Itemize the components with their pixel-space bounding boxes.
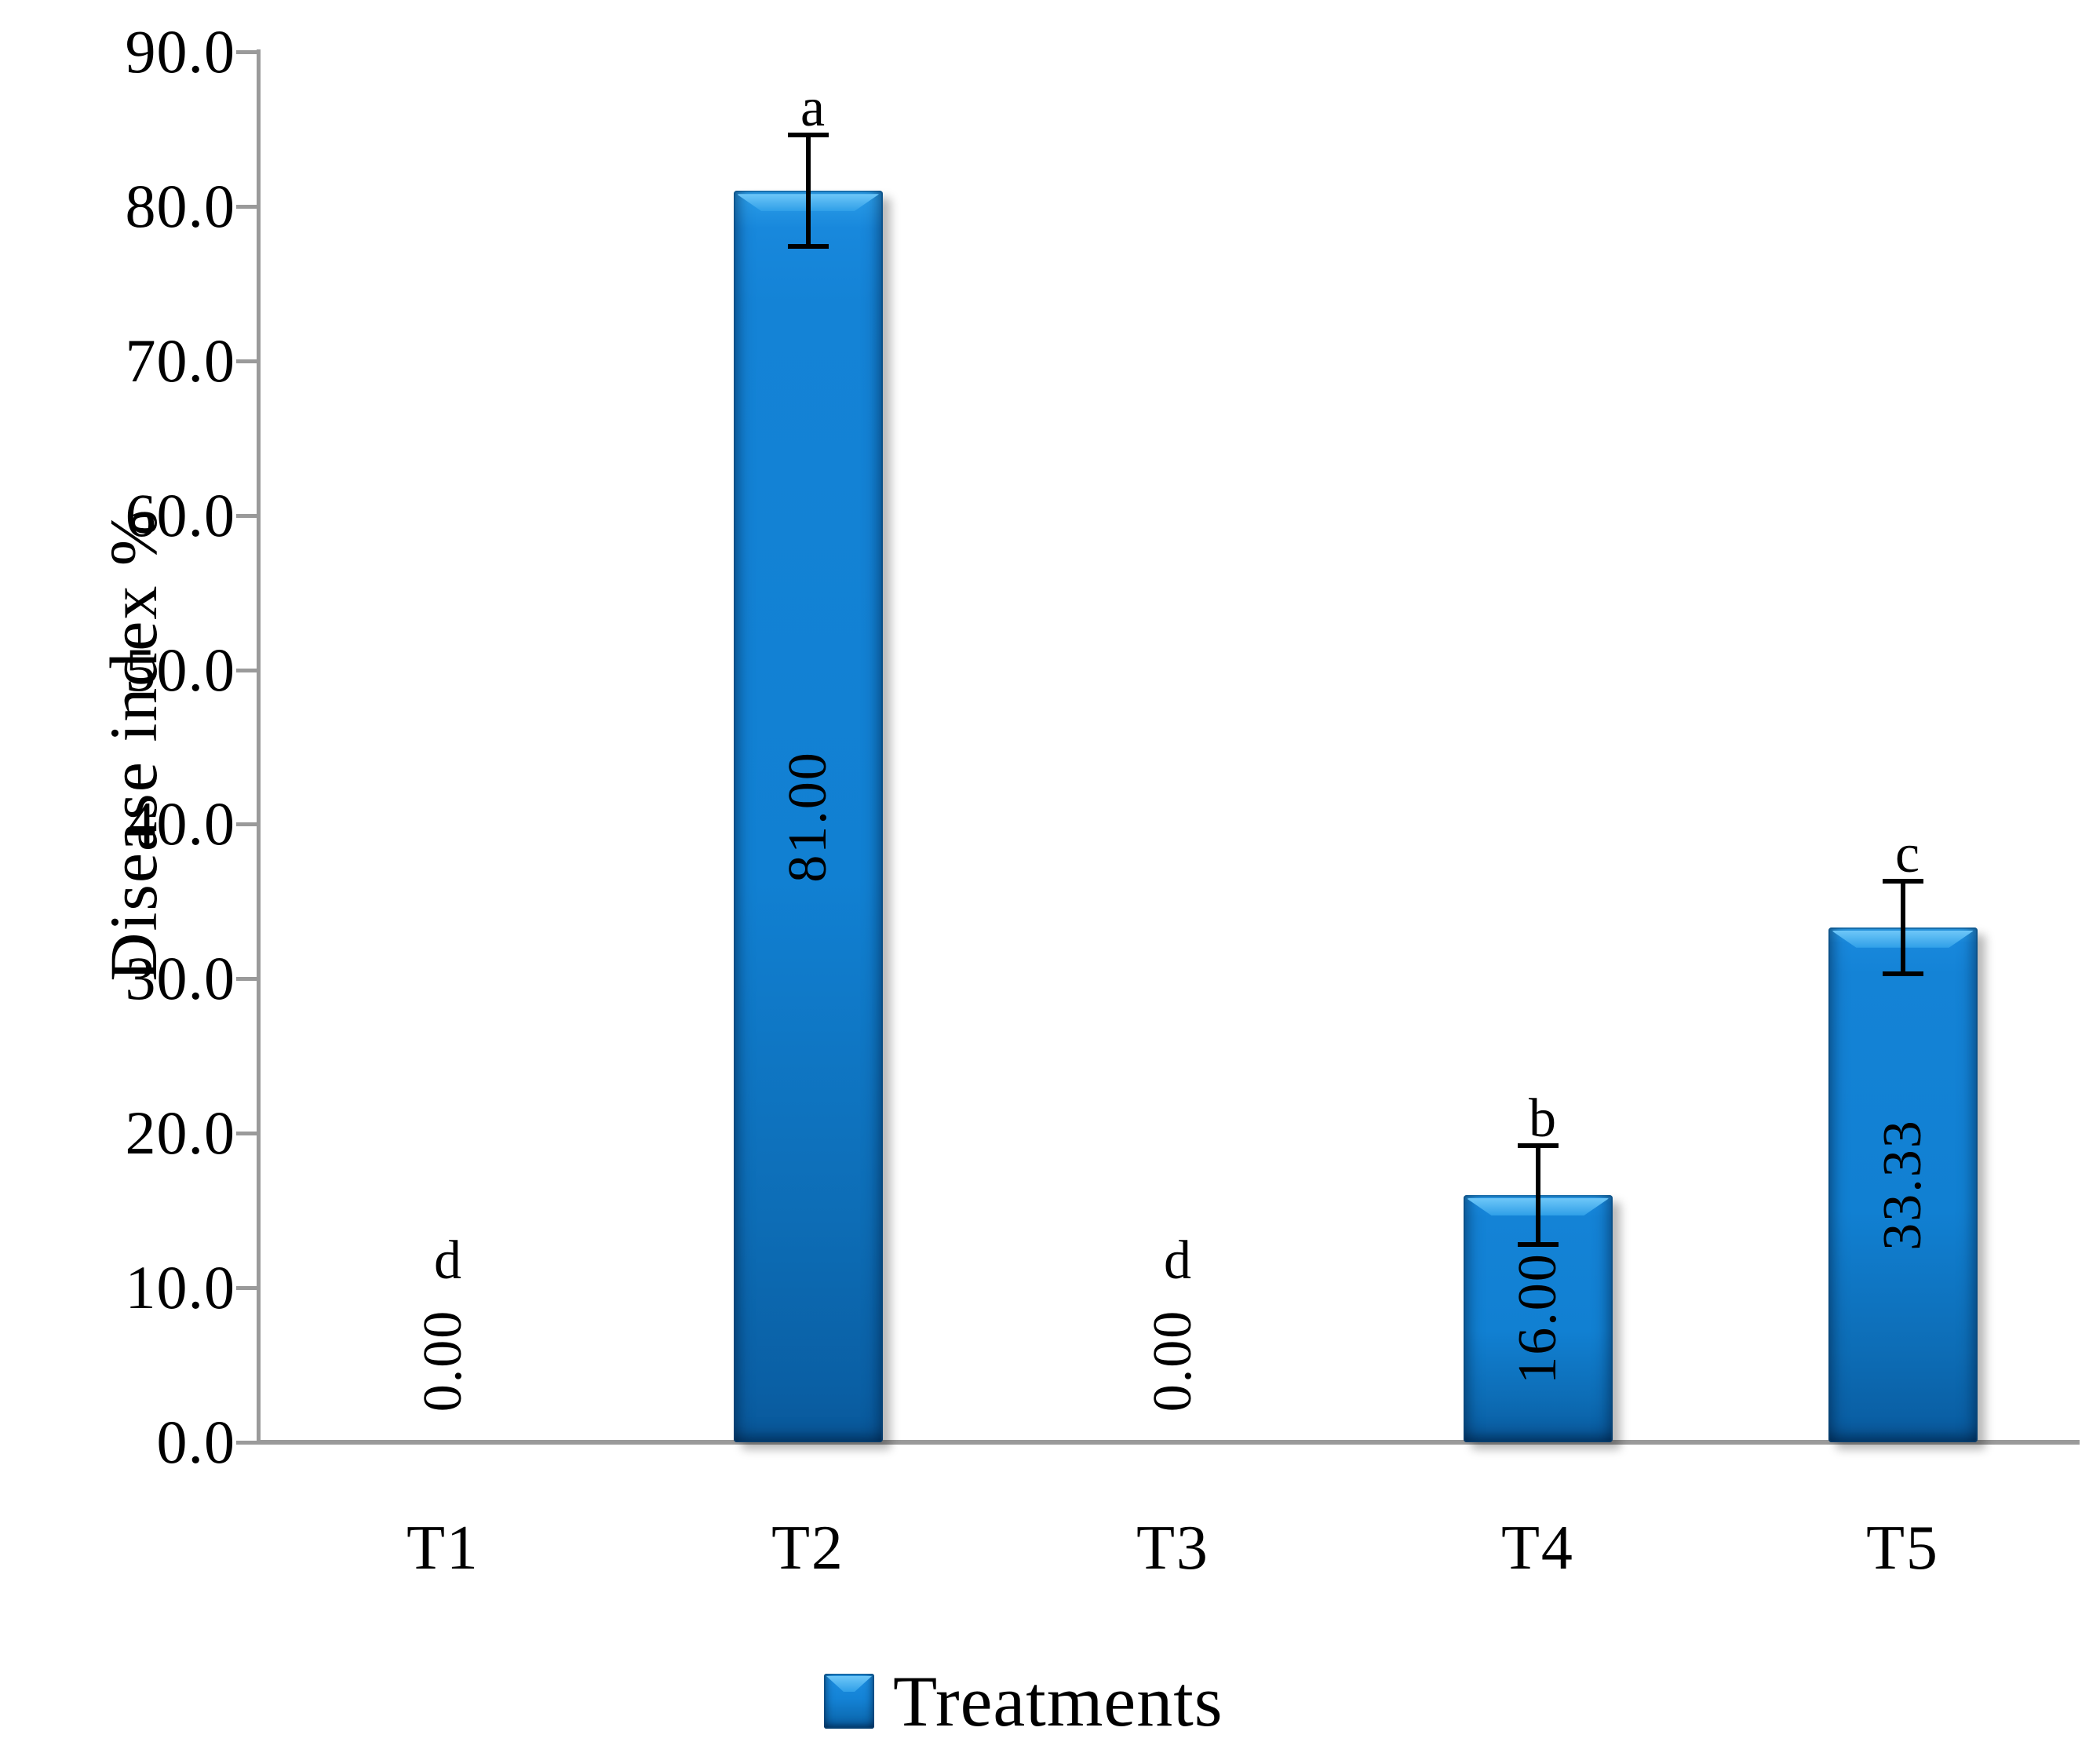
value-label: 16.00 bbox=[1507, 1252, 1568, 1385]
y-tick bbox=[236, 1286, 257, 1291]
y-tick-label: 0.0 bbox=[156, 1408, 235, 1476]
legend-label: Treatments bbox=[893, 1661, 1223, 1741]
y-tick bbox=[236, 1132, 257, 1136]
y-tick-label: 10.0 bbox=[125, 1253, 235, 1322]
error-bar-cap-bottom bbox=[1882, 971, 1923, 976]
legend-swatch-icon bbox=[824, 1674, 874, 1729]
y-tick-label: 30.0 bbox=[125, 944, 235, 1013]
significance-letter: a bbox=[800, 78, 826, 139]
significance-letter: b bbox=[1529, 1088, 1556, 1149]
y-tick bbox=[236, 977, 257, 982]
error-bar-cap-top bbox=[787, 133, 829, 138]
y-tick-label: 60.0 bbox=[125, 480, 235, 549]
value-label: 0.00 bbox=[412, 1309, 473, 1412]
error-bar-whisker bbox=[1900, 880, 1905, 974]
category-label: T3 bbox=[1136, 1514, 1209, 1583]
error-bar-cap-top bbox=[1882, 878, 1923, 884]
value-label: 81.00 bbox=[777, 750, 838, 883]
bar bbox=[733, 191, 883, 1442]
legend: Treatments bbox=[824, 1665, 1223, 1737]
bar bbox=[1828, 927, 1978, 1442]
y-tick bbox=[236, 204, 257, 209]
x-axis-line bbox=[257, 1440, 2080, 1445]
error-bar-whisker bbox=[805, 135, 811, 247]
y-tick-label: 80.0 bbox=[125, 171, 235, 240]
significance-letter: c bbox=[1894, 823, 1920, 884]
y-axis-title: Disease index % bbox=[96, 508, 171, 982]
significance-letter: d bbox=[1164, 1230, 1191, 1291]
y-tick bbox=[236, 513, 257, 518]
y-tick-label: 70.0 bbox=[125, 326, 235, 395]
y-tick bbox=[236, 822, 257, 827]
error-bar-whisker bbox=[1535, 1145, 1540, 1245]
y-tick bbox=[236, 1441, 257, 1445]
y-tick bbox=[236, 359, 257, 363]
y-tick bbox=[236, 668, 257, 672]
y-axis-line bbox=[257, 49, 261, 1445]
significance-letter: d bbox=[434, 1230, 461, 1291]
category-label: T2 bbox=[771, 1514, 844, 1583]
y-tick-label: 50.0 bbox=[125, 635, 235, 704]
error-bar-cap-bottom bbox=[787, 244, 829, 250]
category-label: T5 bbox=[1866, 1514, 1939, 1583]
y-tick-label: 40.0 bbox=[125, 789, 235, 858]
y-tick-label: 90.0 bbox=[125, 17, 235, 86]
category-label: T4 bbox=[1501, 1514, 1574, 1583]
category-label: T1 bbox=[407, 1514, 479, 1583]
error-bar-cap-bottom bbox=[1517, 1241, 1559, 1247]
value-label: 33.33 bbox=[1872, 1119, 1933, 1251]
error-bar-cap-top bbox=[1517, 1143, 1559, 1148]
y-tick-label: 20.0 bbox=[125, 1099, 235, 1168]
value-label: 0.00 bbox=[1142, 1309, 1203, 1412]
y-tick bbox=[236, 50, 257, 54]
